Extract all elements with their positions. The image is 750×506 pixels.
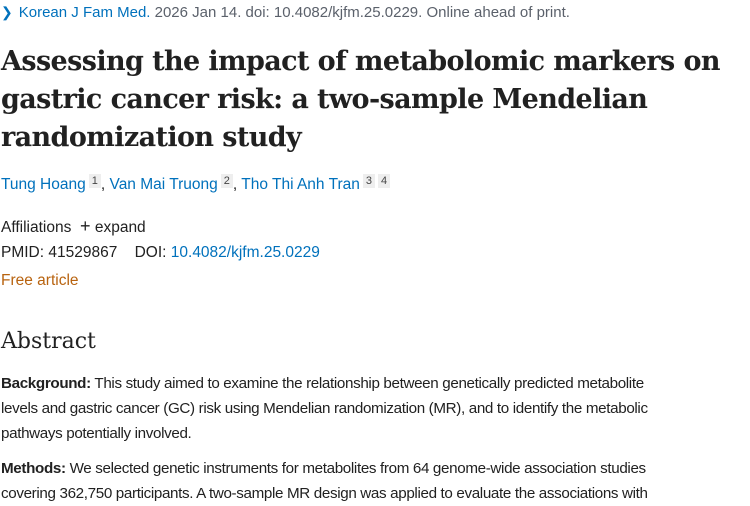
text-line: covering 362,750 participants. A two-sam…: [1, 485, 648, 502]
pmid-label: PMID:: [1, 244, 45, 261]
text-line: This study aimed to examine the relation…: [90, 375, 644, 392]
text-line: pathways potentially involved.: [1, 425, 192, 442]
author-list: Tung Hoang 1, Van Mai Truong 2, Tho Thi An…: [1, 174, 391, 194]
doi-link[interactable]: 10.4082/kjfm.25.0229: [170, 244, 320, 261]
title-line: gastric cancer risk: a two-sample Mendel…: [1, 84, 648, 115]
affiliations-label: Affiliations: [1, 219, 72, 236]
abstract-background: Background: This study aimed to examine …: [1, 371, 648, 446]
affiliation-ref[interactable]: 1: [88, 174, 101, 188]
identifiers: PMID: 41529867 DOI: 10.4082/kjfm.25.0229: [1, 244, 320, 262]
doi-label: DOI:: [134, 244, 167, 261]
methods-label: Methods:: [1, 460, 66, 477]
pmid-value: 41529867: [48, 244, 118, 261]
text-line: We selected genetic instruments for meta…: [65, 460, 647, 477]
background-label: Background:: [1, 375, 91, 392]
citation-details: 2026 Jan 14. doi: 10.4082/kjfm.25.0229. …: [150, 4, 570, 21]
article-title: Assessing the impact of metabolomic mark…: [1, 43, 720, 157]
free-article-badge: Free article: [1, 272, 79, 289]
abstract-heading: Abstract: [1, 329, 96, 354]
affiliation-ref[interactable]: 3: [362, 174, 375, 188]
text-line: levels and gastric cancer (GC) risk usin…: [1, 400, 648, 417]
plus-icon: +: [80, 216, 91, 236]
chevron-right-icon[interactable]: ❯: [1, 4, 13, 20]
affiliations-toggle[interactable]: Affiliations + expand: [1, 216, 146, 237]
author-link[interactable]: Van Mai Truong: [109, 176, 218, 193]
abstract-methods: Methods: We selected genetic instruments…: [1, 456, 648, 506]
journal-link[interactable]: Korean J Fam Med.: [18, 4, 151, 21]
citation: ❯ Korean J Fam Med. 2026 Jan 14. doi: 10.…: [1, 4, 570, 21]
title-line: randomization study: [1, 122, 302, 153]
affiliation-ref[interactable]: 4: [378, 174, 391, 188]
expand-label: expand: [94, 219, 146, 236]
affiliation-ref[interactable]: 2: [220, 174, 233, 188]
author-link[interactable]: Tung Hoang: [1, 176, 86, 193]
title-line: Assessing the impact of metabolomic mark…: [1, 46, 720, 77]
author-link[interactable]: Tho Thi Anh Tran: [241, 176, 360, 193]
